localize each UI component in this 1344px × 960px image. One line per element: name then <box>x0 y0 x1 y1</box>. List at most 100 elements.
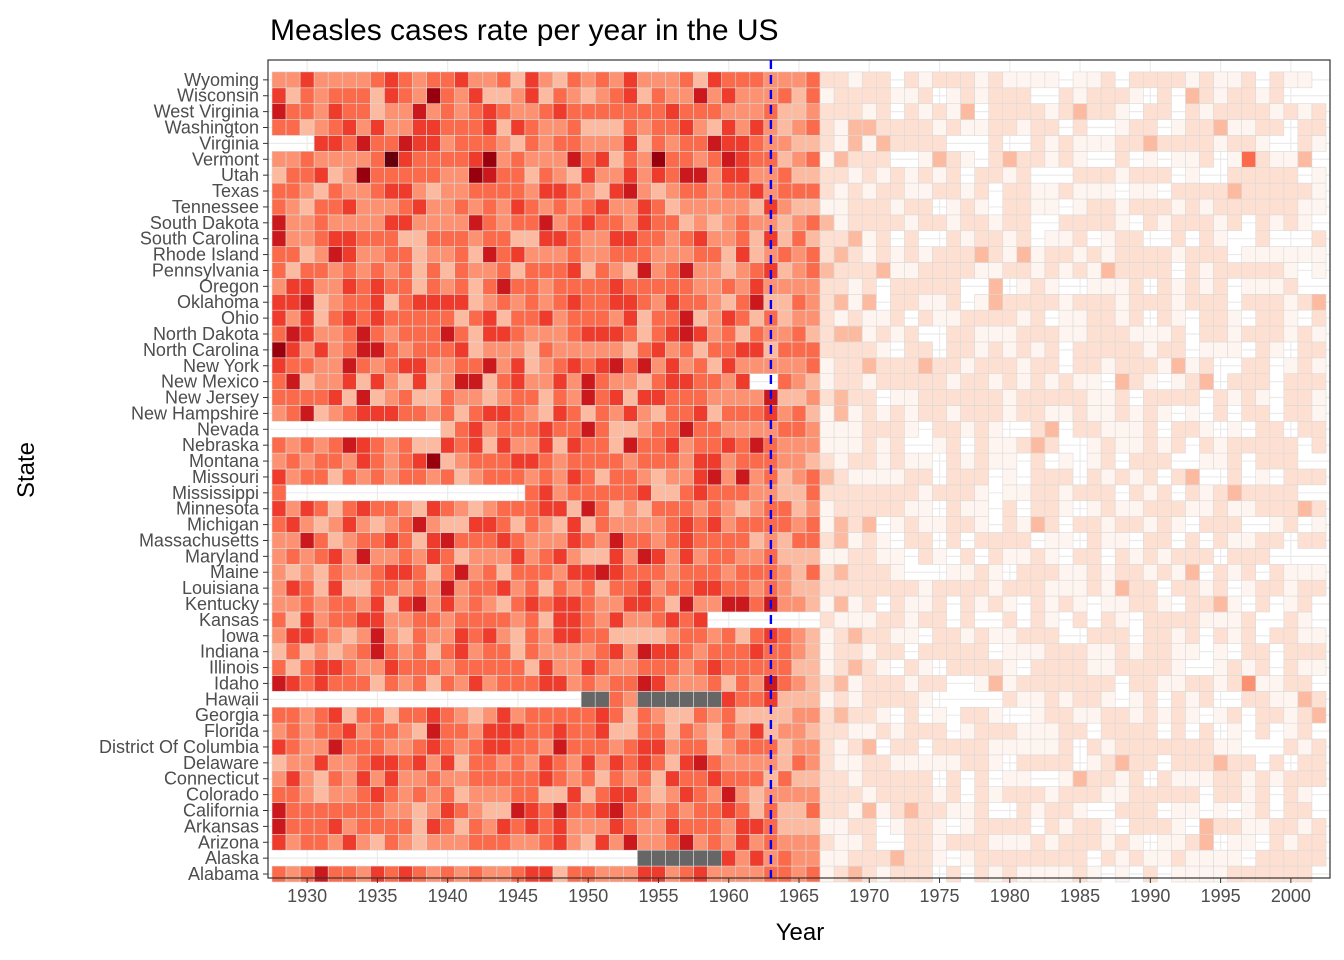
heatmap-cell <box>1086 548 1102 565</box>
heatmap-cell <box>1185 71 1200 89</box>
heatmap-cell <box>861 643 877 660</box>
heatmap-cell <box>580 675 596 692</box>
heatmap-cell <box>1100 500 1116 517</box>
heatmap-cell <box>482 516 498 533</box>
heatmap-cell <box>721 293 737 311</box>
heatmap-cell <box>327 595 343 613</box>
heatmap-cell <box>412 786 427 803</box>
y-tick-label: New Jersey <box>165 388 259 408</box>
heatmap-cell <box>1311 103 1327 120</box>
heatmap-cell <box>847 643 863 660</box>
heatmap-cell <box>707 421 723 438</box>
heatmap-cell <box>285 436 301 454</box>
heatmap-cell <box>1086 389 1102 406</box>
heatmap-cell <box>679 563 694 581</box>
y-tick-label: Nebraska <box>182 435 260 455</box>
heatmap-cell <box>1002 166 1018 184</box>
heatmap-cell <box>1128 119 1144 136</box>
heatmap-cell <box>693 325 708 343</box>
heatmap-cell <box>721 802 737 819</box>
y-tick-label: Wyoming <box>184 70 259 90</box>
heatmap-cell <box>608 786 624 803</box>
heatmap-cell <box>440 182 455 200</box>
heatmap-cell <box>875 659 891 676</box>
heatmap-cell <box>271 103 287 120</box>
heatmap-cell <box>651 802 666 819</box>
heatmap-cell <box>932 643 947 660</box>
heatmap-cell <box>398 659 413 676</box>
heatmap-cell <box>693 405 708 422</box>
heatmap-cell <box>482 659 498 676</box>
heatmap-cell <box>1171 182 1186 200</box>
heatmap-cell <box>623 151 638 168</box>
heatmap-cell <box>651 262 666 279</box>
heatmap-cell <box>454 182 470 200</box>
heatmap-cell <box>412 722 427 740</box>
heatmap-cell <box>608 579 624 597</box>
heatmap-cell <box>370 309 385 327</box>
heatmap-cell <box>299 786 315 803</box>
heatmap-cell <box>946 627 961 645</box>
heatmap-cell <box>1241 119 1257 136</box>
heatmap-cell <box>370 373 385 390</box>
heatmap-cell <box>777 278 793 295</box>
heatmap-cell <box>904 532 919 549</box>
heatmap-cell <box>398 214 413 232</box>
heatmap-cell <box>1171 802 1186 819</box>
heatmap-cell <box>1100 436 1116 454</box>
heatmap-cell <box>1072 166 1088 184</box>
heatmap-cell <box>1199 849 1214 867</box>
heatmap-cell <box>974 468 990 486</box>
heatmap-cell <box>1241 198 1257 216</box>
heatmap-cell <box>679 230 694 247</box>
heatmap-cell <box>1297 834 1313 851</box>
heatmap-cell <box>580 722 596 740</box>
heatmap-cell <box>819 278 835 295</box>
heatmap-cell <box>805 103 821 120</box>
heatmap-cell <box>1100 309 1116 327</box>
heatmap-cell <box>1283 452 1299 470</box>
heatmap-cell <box>496 579 512 597</box>
heatmap-cell <box>524 738 540 756</box>
heatmap-cell <box>398 627 413 645</box>
heatmap-cell <box>327 293 343 311</box>
heatmap-cell <box>1114 262 1130 279</box>
heatmap-cell <box>861 182 877 200</box>
heatmap-cell <box>1058 706 1074 724</box>
heatmap-cell <box>1213 436 1228 454</box>
heatmap-cell <box>707 373 723 390</box>
heatmap-cell <box>805 293 821 311</box>
heatmap-cell <box>454 468 470 486</box>
heatmap-cell <box>637 405 652 422</box>
heatmap-cell <box>482 468 498 486</box>
y-tick-label: Nevada <box>197 419 260 439</box>
heatmap-cell <box>510 579 526 597</box>
heatmap-cell <box>384 357 399 375</box>
heatmap-cell <box>1185 754 1200 772</box>
heatmap-cell <box>1213 484 1228 502</box>
x-tick-label: 1930 <box>287 886 327 906</box>
heatmap-cell <box>819 500 835 517</box>
heatmap-cell <box>1128 230 1144 247</box>
heatmap-cell <box>1255 262 1271 279</box>
heatmap-cell <box>721 849 737 867</box>
heatmap-cell <box>580 786 596 803</box>
heatmap-cell <box>1213 579 1228 597</box>
heatmap-cell <box>890 405 905 422</box>
heatmap-cell <box>1171 135 1186 152</box>
heatmap-cell <box>1128 135 1144 152</box>
heatmap-cell <box>538 675 554 692</box>
heatmap-cell <box>398 436 413 454</box>
heatmap-cell <box>580 71 596 89</box>
heatmap-cell <box>805 770 821 787</box>
heatmap-cell <box>356 754 371 772</box>
heatmap-cell <box>819 722 835 740</box>
heatmap-cell <box>847 452 863 470</box>
heatmap-cell <box>904 262 919 279</box>
heatmap-cell <box>1128 341 1144 359</box>
heatmap-cell <box>538 309 554 327</box>
heatmap-cell <box>580 770 596 787</box>
y-tick-label: Iowa <box>221 626 260 646</box>
heatmap-cell <box>1297 770 1313 787</box>
heatmap-cell <box>988 627 1004 645</box>
